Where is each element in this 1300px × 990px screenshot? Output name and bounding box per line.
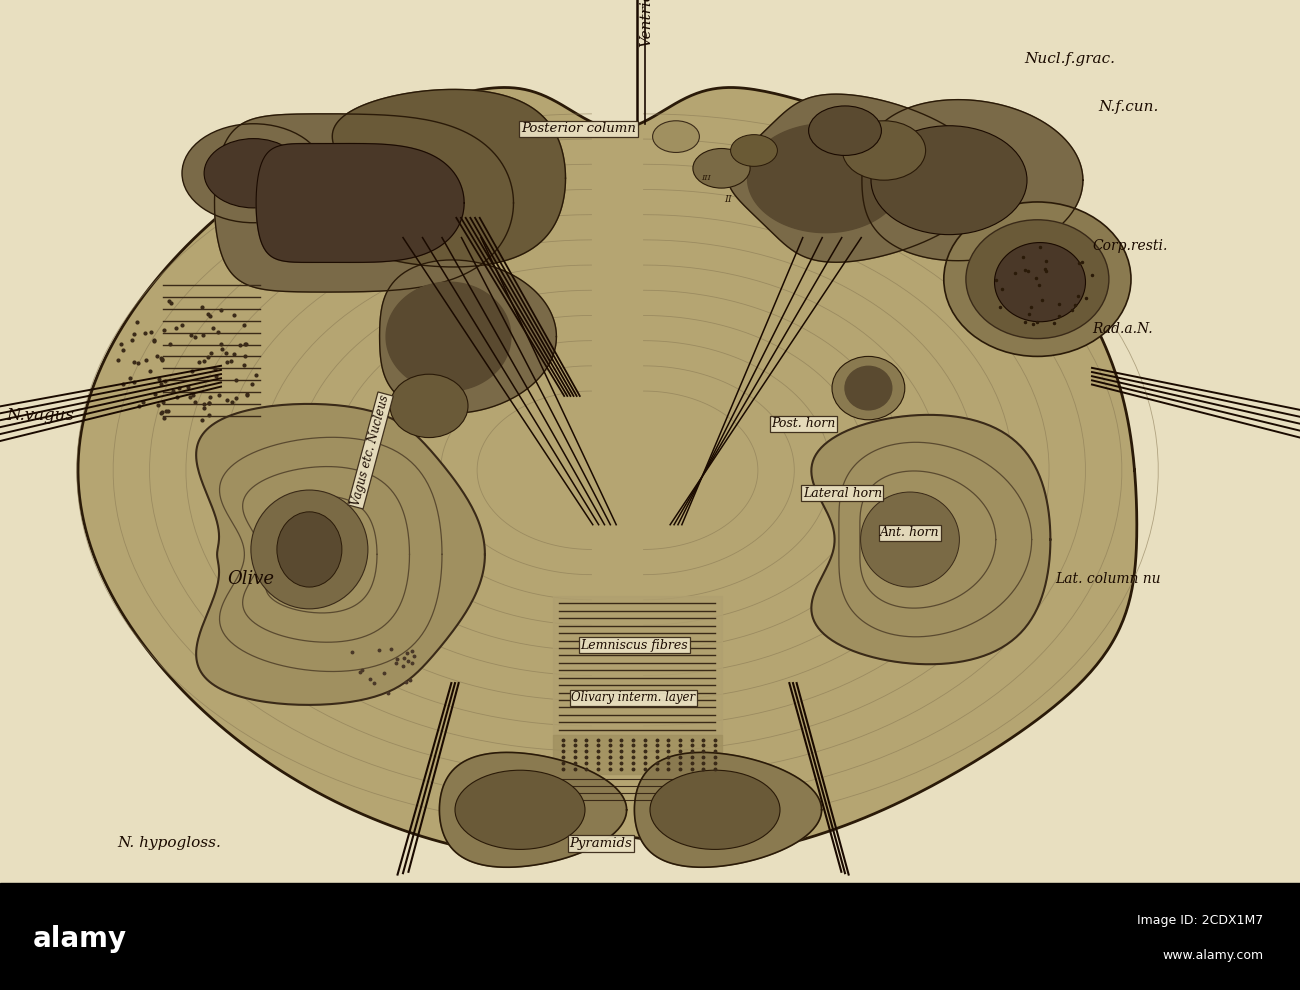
Polygon shape bbox=[552, 735, 722, 774]
Text: Image ID: 2CDX1M7: Image ID: 2CDX1M7 bbox=[1138, 914, 1264, 927]
Ellipse shape bbox=[455, 770, 585, 849]
Text: II: II bbox=[724, 195, 732, 205]
Polygon shape bbox=[728, 94, 988, 262]
Text: Olive: Olive bbox=[227, 570, 274, 588]
Text: www.alamy.com: www.alamy.com bbox=[1162, 949, 1264, 962]
Polygon shape bbox=[439, 752, 627, 867]
Text: Lemniscus fibres: Lemniscus fibres bbox=[581, 639, 688, 652]
Text: alamy: alamy bbox=[32, 925, 126, 952]
Ellipse shape bbox=[390, 374, 468, 438]
Ellipse shape bbox=[653, 121, 699, 152]
Polygon shape bbox=[214, 114, 514, 292]
Text: Post. horn: Post. horn bbox=[771, 417, 836, 431]
Polygon shape bbox=[811, 415, 1050, 664]
Ellipse shape bbox=[944, 202, 1131, 356]
Text: Lat. column nu: Lat. column nu bbox=[1056, 572, 1161, 586]
Ellipse shape bbox=[650, 770, 780, 849]
Ellipse shape bbox=[994, 243, 1086, 322]
Ellipse shape bbox=[182, 124, 325, 223]
Ellipse shape bbox=[277, 512, 342, 587]
Polygon shape bbox=[552, 596, 722, 735]
Bar bbox=[0, 883, 1300, 990]
Ellipse shape bbox=[871, 126, 1027, 235]
Ellipse shape bbox=[842, 121, 926, 180]
Ellipse shape bbox=[809, 106, 881, 155]
Polygon shape bbox=[386, 282, 511, 391]
Polygon shape bbox=[333, 89, 566, 267]
Polygon shape bbox=[256, 144, 464, 262]
Ellipse shape bbox=[251, 490, 368, 609]
Ellipse shape bbox=[966, 220, 1109, 339]
Ellipse shape bbox=[845, 366, 892, 410]
Polygon shape bbox=[634, 752, 822, 867]
Ellipse shape bbox=[731, 135, 777, 166]
Text: Rad.a.N.: Rad.a.N. bbox=[1092, 322, 1153, 336]
Ellipse shape bbox=[861, 492, 959, 587]
Polygon shape bbox=[862, 100, 1083, 260]
Text: Corp.resti.: Corp.resti. bbox=[1092, 239, 1167, 252]
Text: Ant. horn: Ant. horn bbox=[880, 526, 940, 540]
Text: N. hypogloss.: N. hypogloss. bbox=[117, 837, 221, 850]
Polygon shape bbox=[747, 124, 903, 233]
Ellipse shape bbox=[832, 356, 905, 420]
Text: III: III bbox=[701, 174, 711, 182]
Text: Vagus etc. Nucleus: Vagus etc. Nucleus bbox=[350, 394, 391, 507]
Text: Lateral horn: Lateral horn bbox=[803, 486, 881, 500]
Text: Posterior column: Posterior column bbox=[521, 122, 636, 136]
Text: Pyramids: Pyramids bbox=[569, 837, 632, 850]
Polygon shape bbox=[380, 260, 556, 413]
Text: N.f.cun.: N.f.cun. bbox=[1098, 100, 1158, 114]
Ellipse shape bbox=[693, 148, 750, 188]
Text: Nucl.f.grac.: Nucl.f.grac. bbox=[1024, 52, 1115, 66]
Polygon shape bbox=[78, 87, 1136, 852]
Text: Olivary interm. layer: Olivary interm. layer bbox=[571, 691, 696, 705]
Text: Ventriculul: Ventriculul bbox=[640, 0, 653, 48]
Ellipse shape bbox=[204, 139, 303, 208]
Text: N.vagus: N.vagus bbox=[6, 407, 74, 425]
Polygon shape bbox=[196, 404, 485, 705]
